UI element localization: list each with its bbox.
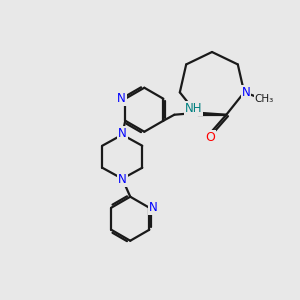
Text: N: N <box>242 86 250 99</box>
Text: N: N <box>118 127 127 140</box>
Text: CH₃: CH₃ <box>254 94 274 104</box>
Text: NH: NH <box>184 102 202 115</box>
Text: O: O <box>206 131 215 144</box>
Text: N: N <box>149 201 158 214</box>
Text: N: N <box>118 173 127 186</box>
Text: N: N <box>117 92 126 105</box>
